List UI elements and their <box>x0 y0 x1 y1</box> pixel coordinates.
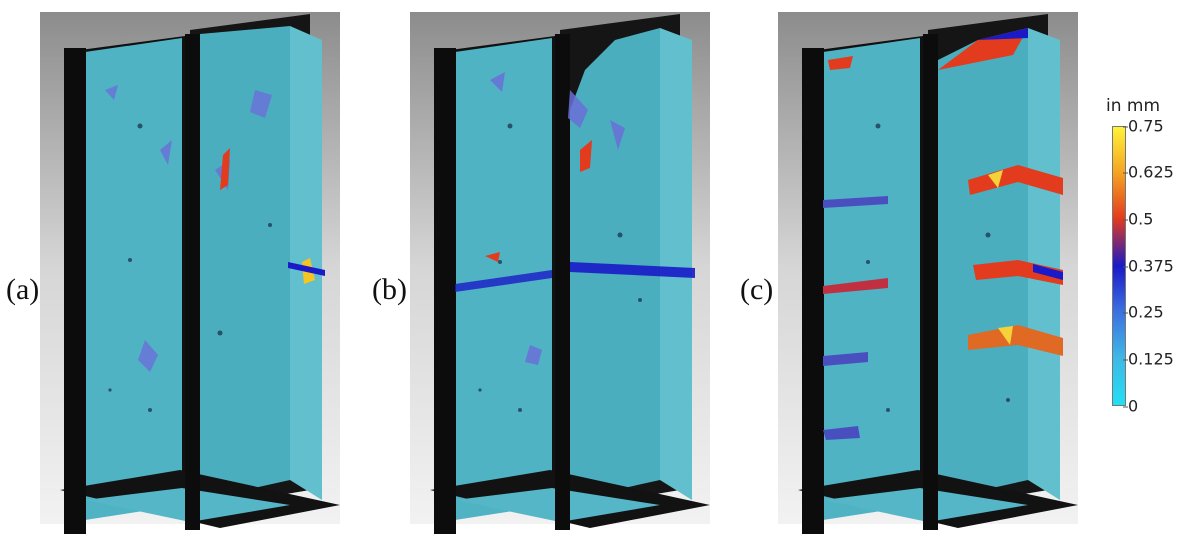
colorbar-legend: in mm 0.75 0.625 0.5 0.375 0.25 0.125 0 <box>1106 96 1196 426</box>
panel-label-c: (c) <box>740 273 774 306</box>
colorbar-tick: 0 <box>1122 396 1139 416</box>
panel-b: (b) <box>372 0 730 534</box>
crack-bands-c <box>823 28 1063 440</box>
crack-marks-b <box>455 140 695 292</box>
panel-c: (c) <box>740 0 1098 534</box>
colorbar-tick: 0.625 <box>1123 162 1174 182</box>
colorbar-tick: 0.125 <box>1123 349 1174 369</box>
panel-label-b: (b) <box>372 273 407 306</box>
panel-label-a: (a) <box>6 273 40 306</box>
colorbar-tick: 0.375 <box>1123 256 1174 276</box>
panel-a: (a) <box>6 0 360 534</box>
defect-patches-b <box>490 72 625 365</box>
colorbar-tick: 0.75 <box>1123 116 1164 136</box>
crack-marks-a <box>220 148 325 284</box>
specimen-render-c <box>778 12 1078 534</box>
specimen-render-a <box>40 12 340 534</box>
colorbar-tick: 0.25 <box>1123 302 1164 322</box>
specimen-render-b <box>410 12 710 534</box>
colorbar-title: in mm <box>1106 96 1161 116</box>
colorbar-tick: 0.5 <box>1122 209 1154 229</box>
